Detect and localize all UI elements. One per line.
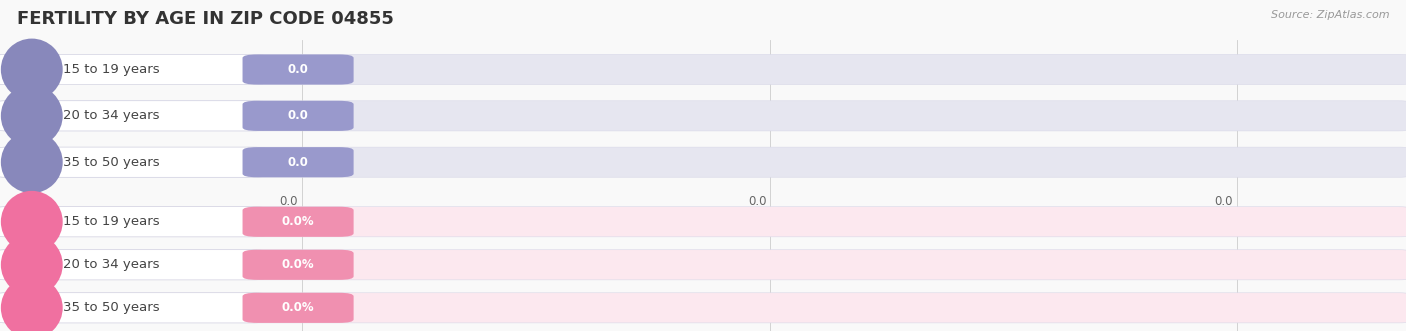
FancyBboxPatch shape xyxy=(0,207,1406,237)
Ellipse shape xyxy=(1,85,63,147)
FancyBboxPatch shape xyxy=(0,101,267,131)
FancyBboxPatch shape xyxy=(242,101,354,131)
Text: 0.0: 0.0 xyxy=(288,109,308,122)
Ellipse shape xyxy=(1,131,63,193)
Text: 0.0%: 0.0% xyxy=(281,301,315,314)
Text: 0.0: 0.0 xyxy=(748,195,766,208)
FancyBboxPatch shape xyxy=(0,54,1406,84)
FancyBboxPatch shape xyxy=(0,207,267,237)
Ellipse shape xyxy=(1,39,63,100)
FancyBboxPatch shape xyxy=(0,250,267,280)
FancyBboxPatch shape xyxy=(0,101,1406,131)
FancyBboxPatch shape xyxy=(0,147,1406,177)
FancyBboxPatch shape xyxy=(0,293,1406,323)
Text: 15 to 19 years: 15 to 19 years xyxy=(63,63,159,76)
Text: 20 to 34 years: 20 to 34 years xyxy=(63,258,159,271)
Text: 0.0%: 0.0% xyxy=(281,258,315,271)
FancyBboxPatch shape xyxy=(0,293,267,323)
Text: 0.0: 0.0 xyxy=(1215,195,1233,208)
Text: 20 to 34 years: 20 to 34 years xyxy=(63,109,159,122)
FancyBboxPatch shape xyxy=(242,293,354,323)
Text: 0.0%: 0.0% xyxy=(281,215,315,228)
Text: Source: ZipAtlas.com: Source: ZipAtlas.com xyxy=(1271,10,1389,20)
FancyBboxPatch shape xyxy=(242,54,354,84)
FancyBboxPatch shape xyxy=(242,207,354,237)
Text: 0.0: 0.0 xyxy=(288,63,308,76)
FancyBboxPatch shape xyxy=(0,147,267,177)
Text: 35 to 50 years: 35 to 50 years xyxy=(63,301,159,314)
Text: 35 to 50 years: 35 to 50 years xyxy=(63,156,159,169)
Text: 0.0: 0.0 xyxy=(280,195,298,208)
Ellipse shape xyxy=(1,234,63,296)
Text: 0.0: 0.0 xyxy=(288,156,308,169)
FancyBboxPatch shape xyxy=(242,250,354,280)
Ellipse shape xyxy=(1,277,63,331)
Text: 15 to 19 years: 15 to 19 years xyxy=(63,215,159,228)
FancyBboxPatch shape xyxy=(242,147,354,177)
Ellipse shape xyxy=(1,191,63,253)
FancyBboxPatch shape xyxy=(0,54,267,84)
FancyBboxPatch shape xyxy=(0,250,1406,280)
Text: FERTILITY BY AGE IN ZIP CODE 04855: FERTILITY BY AGE IN ZIP CODE 04855 xyxy=(17,10,394,28)
